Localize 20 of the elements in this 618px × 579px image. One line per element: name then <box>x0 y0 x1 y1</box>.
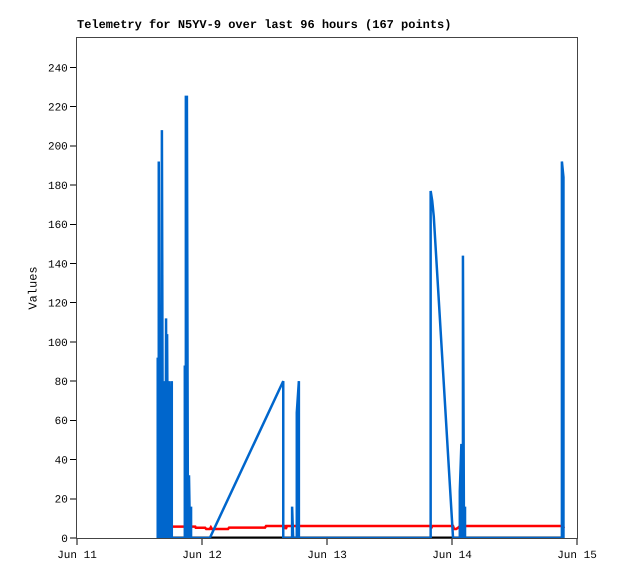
y-tick-label: 200 <box>48 142 68 154</box>
y-tick-label: 140 <box>48 259 68 272</box>
y-tick-label: 240 <box>48 63 68 76</box>
y-tick-label: 0 <box>61 534 68 546</box>
x-tick-label: Jun 13 <box>307 550 347 562</box>
x-tick-label: Jun 14 <box>432 550 472 562</box>
y-tick-label: 120 <box>48 298 68 311</box>
x-tick-label: Jun 15 <box>557 550 597 562</box>
y-tick-label: 40 <box>54 455 68 468</box>
y-tick-label: 100 <box>48 338 68 350</box>
x-tick-label: Jun 12 <box>182 550 222 562</box>
y-tick-label: 80 <box>54 376 68 389</box>
y-tick-label: 20 <box>54 494 68 507</box>
x-tick-label: Jun 11 <box>57 550 98 562</box>
chart-title: Telemetry for N5YV-9 over last 96 hours (167 points) <box>77 18 452 32</box>
y-tick-label: 60 <box>54 416 68 428</box>
y-tick-label: 220 <box>48 102 68 114</box>
y-axis-title: Values <box>26 266 40 310</box>
y-tick-label: 160 <box>48 220 68 232</box>
y-tick-label: 180 <box>48 180 68 193</box>
